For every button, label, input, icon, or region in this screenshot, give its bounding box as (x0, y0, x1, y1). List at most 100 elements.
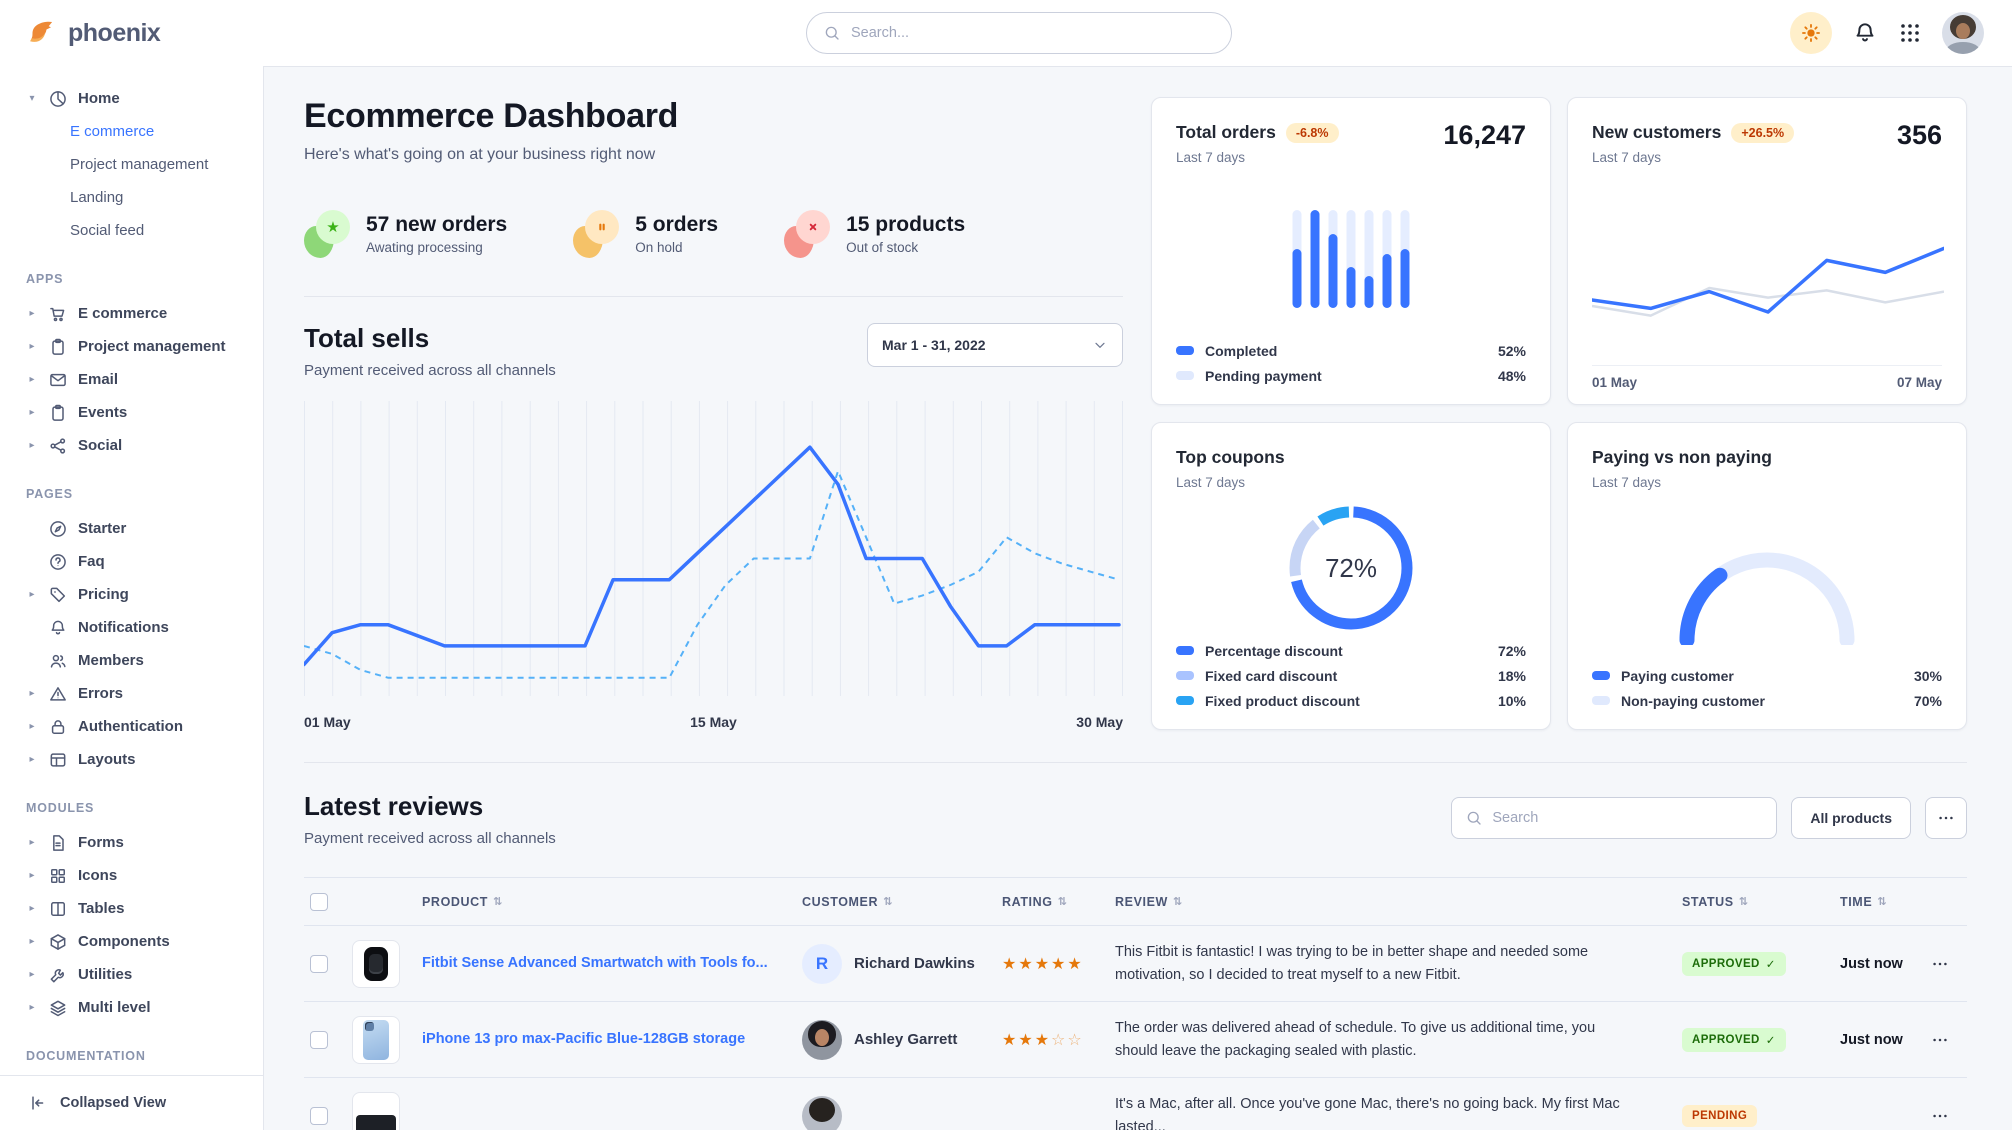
sidebar-section-label: MODULES (26, 801, 95, 815)
reviews-title: Latest reviews (304, 791, 484, 821)
product-image (352, 939, 400, 988)
total-orders-card: Total orders -6.8% Last 7 days 16,247 Co… (1151, 97, 1551, 405)
sidebar-item-authentication[interactable]: ▸ Authentication (26, 710, 253, 743)
notifications-button[interactable] (1852, 20, 1878, 46)
product-link[interactable]: Fitbit Sense Advanced Smartwatch with To… (422, 955, 768, 972)
change-badge: +26.5% (1731, 122, 1795, 143)
customer-name: Ashley Garrett (854, 1031, 958, 1048)
sidebar-item-layouts[interactable]: ▸ Layouts (26, 743, 253, 776)
sidebar-item-e-commerce[interactable]: E commerce (70, 123, 155, 140)
sidebar-item-label: Errors (78, 685, 124, 702)
sidebar-item-tables[interactable]: ▸ Tables (26, 892, 253, 925)
sidebar-item-notifications[interactable]: Notifications (26, 611, 253, 644)
sidebar-item-label: E commerce (78, 305, 168, 322)
sidebar-item-forms[interactable]: ▸ Forms (26, 826, 253, 859)
sidebar-item-label: Home (78, 90, 120, 107)
sidebar-item-icons[interactable]: ▸ Icons (26, 859, 253, 892)
topbar: phoenix (0, 0, 2012, 66)
row-actions-button[interactable] (1930, 1106, 1967, 1126)
apps-menu-button[interactable] (1898, 21, 1922, 45)
collapse-sidebar-button[interactable]: Collapsed View (0, 1075, 263, 1130)
x-axis-label: 30 May (1076, 714, 1123, 730)
ellipsis-icon (1936, 808, 1956, 828)
customer-name: Richard Dawkins (854, 955, 975, 972)
main-content: Ecommerce Dashboard Here's what's going … (264, 66, 2012, 1130)
sidebar-item-home[interactable]: ▾ Home (26, 82, 253, 115)
stat-count: 57 new orders (366, 213, 508, 236)
status-badge: APPROVED ✓ (1682, 951, 1786, 976)
order-bar (1364, 210, 1374, 308)
caret-right-icon: ▸ (29, 754, 35, 765)
wrench-icon (48, 965, 68, 985)
sidebar: ▾ Home E commerce Project management Lan… (0, 66, 264, 1130)
reviews-search-input[interactable] (1492, 810, 1764, 826)
warning-icon (48, 684, 68, 704)
order-bar (1328, 210, 1338, 308)
sidebar-item-project-management[interactable]: Project management (70, 156, 209, 173)
sidebar-item-events[interactable]: ▸ Events (26, 396, 253, 429)
all-products-button[interactable]: All products (1791, 797, 1911, 839)
total-sells-chart: 01 May 15 May 30 May (302, 401, 1123, 730)
more-options-button[interactable] (1925, 797, 1967, 839)
column-header-rating[interactable]: RATING ⇅ (1002, 894, 1068, 909)
sidebar-item-social[interactable]: ▸ Social (26, 429, 253, 462)
up-down-sort-icon: ⇅ (1172, 896, 1183, 908)
sidebar-item-members[interactable]: Members (26, 644, 253, 677)
sidebar-item-utilities[interactable]: ▸ Utilities (26, 958, 253, 991)
sidebar-item-social-feed[interactable]: Social feed (70, 222, 145, 239)
sidebar-item-errors[interactable]: ▸ Errors (26, 677, 253, 710)
column-header-time[interactable]: TIME ⇅ (1840, 894, 1888, 909)
user-avatar[interactable] (1942, 12, 1984, 54)
product-link[interactable]: iPhone 13 pro max-Pacific Blue-128GB sto… (422, 1031, 746, 1048)
sidebar-item-components[interactable]: ▸ Components (26, 925, 253, 958)
reviews-subtitle: Payment received across all channels (304, 830, 556, 847)
box-icon (48, 932, 68, 952)
global-search[interactable] (806, 12, 1232, 54)
ellipsis-icon (1930, 1106, 1950, 1126)
layers-icon (48, 998, 68, 1018)
bell-icon (1852, 20, 1878, 46)
reviews-search[interactable] (1451, 797, 1778, 839)
sidebar-item-pricing[interactable]: ▸ Pricing (26, 578, 253, 611)
sidebar-item-e-commerce[interactable]: ▸ E commerce (26, 297, 253, 330)
sidebar-item-starter[interactable]: Starter (26, 512, 253, 545)
row-checkbox[interactable] (310, 1030, 328, 1049)
sidebar-item-landing[interactable]: Landing (70, 189, 124, 206)
sidebar-item-project-management[interactable]: ▸ Project management (26, 330, 253, 363)
date-range-select[interactable]: Mar 1 - 31, 2022 (867, 323, 1123, 367)
card-value: 16,247 (1443, 120, 1526, 150)
phoenix-logo-icon (26, 17, 58, 49)
row-checkbox[interactable] (310, 954, 328, 973)
column-header-customer[interactable]: CUSTOMER ⇅ (802, 894, 893, 909)
tag-icon (48, 585, 68, 605)
sidebar-item-email[interactable]: ▸ Email (26, 363, 253, 396)
brand-logo[interactable]: phoenix (26, 17, 262, 49)
order-bar (1310, 210, 1320, 308)
x-icon (796, 210, 831, 244)
row-actions-button[interactable] (1930, 954, 1967, 974)
stat-out-of-stock: 15 products Out of stock (784, 210, 965, 258)
search-icon (823, 24, 841, 42)
select-all-checkbox[interactable] (310, 892, 328, 911)
global-search-input[interactable] (851, 25, 1215, 41)
sidebar-item-faq[interactable]: Faq (26, 545, 253, 578)
caret-right-icon: ▸ (29, 837, 35, 848)
column-header-status[interactable]: STATUS ⇅ (1682, 894, 1749, 909)
sidebar-item-label: Project management (78, 338, 226, 355)
caret-right-icon: ▸ (29, 589, 35, 600)
column-header-product[interactable]: PRODUCT ⇅ (422, 894, 503, 909)
row-checkbox[interactable] (310, 1106, 328, 1125)
up-down-sort-icon: ⇅ (1057, 896, 1068, 908)
columns-icon (48, 899, 68, 919)
caret-right-icon: ▸ (29, 969, 35, 980)
card-title: Total orders (1176, 122, 1276, 142)
caret-right-icon: ▸ (29, 1002, 35, 1013)
topbar-actions (1790, 12, 1984, 54)
top-coupons-card: Top coupons Last 7 days 72% Percentage d… (1151, 422, 1551, 730)
ellipsis-icon (1930, 954, 1950, 974)
theme-toggle-button[interactable] (1790, 12, 1832, 54)
sidebar-item-multi-level[interactable]: ▸ Multi level (26, 991, 253, 1024)
stat-count: 5 orders (635, 213, 719, 236)
row-actions-button[interactable] (1930, 1030, 1967, 1050)
column-header-review[interactable]: REVIEW ⇅ (1115, 894, 1183, 909)
